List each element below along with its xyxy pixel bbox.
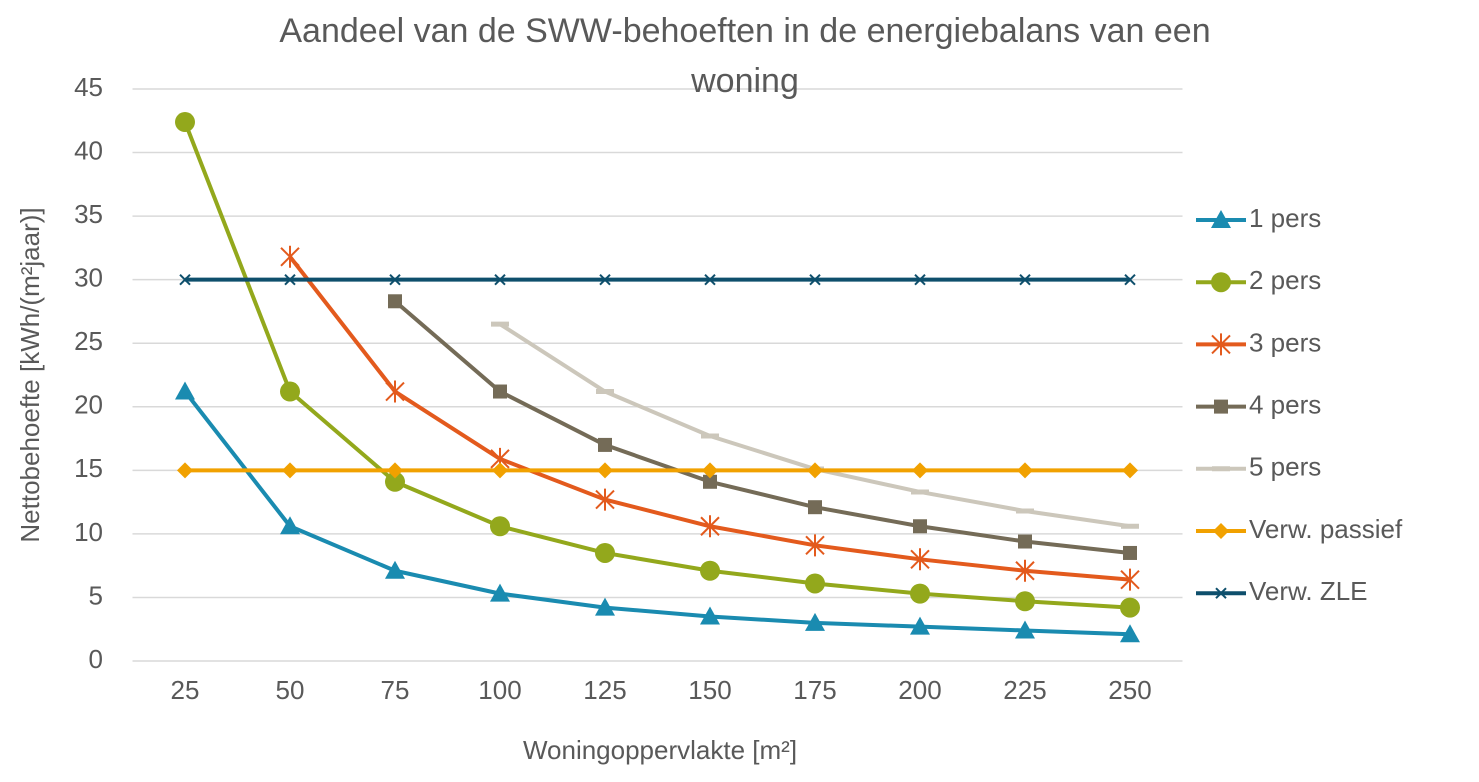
marker [703, 474, 717, 489]
legend-label: Verw. ZLE [1249, 576, 1368, 606]
y-tick-label: 20 [74, 390, 103, 420]
x-tick-label: 100 [478, 675, 521, 705]
y-tick-label: 15 [74, 453, 103, 483]
marker [595, 488, 615, 511]
marker [1120, 624, 1140, 643]
marker [282, 462, 298, 479]
marker [808, 500, 822, 515]
x-tick-label: 75 [381, 675, 410, 705]
y-tick-label: 35 [74, 199, 103, 229]
legend-label: 2 pers [1249, 265, 1321, 295]
marker [1120, 568, 1140, 591]
marker [914, 273, 926, 286]
marker [280, 516, 300, 535]
chart-title: Aandeel van de SWW-behoeften in de energ… [279, 12, 1211, 100]
x-tick-label: 225 [1003, 675, 1046, 705]
marker [599, 273, 611, 286]
legend-marker [1213, 523, 1229, 539]
x-tick-label: 125 [583, 675, 626, 705]
legend-marker [1215, 587, 1227, 599]
legend-marker [1211, 210, 1231, 228]
legend-label: 3 pers [1249, 327, 1321, 357]
marker [805, 573, 825, 594]
y-tick-label: 45 [74, 72, 103, 102]
series-line [183, 390, 1131, 637]
marker [700, 560, 720, 581]
marker [597, 462, 613, 479]
y-tick-label: 25 [74, 326, 103, 356]
marker [1015, 591, 1035, 612]
marker [704, 273, 716, 286]
marker [179, 273, 191, 286]
marker [387, 462, 403, 479]
series-line [183, 121, 1131, 610]
marker [595, 542, 615, 563]
marker [913, 519, 927, 534]
marker [175, 381, 195, 400]
x-tick-label: 50 [276, 675, 305, 705]
x-tick-label: 25 [171, 675, 200, 705]
marker [494, 273, 506, 286]
marker [1122, 462, 1138, 479]
marker [1019, 273, 1031, 286]
series-line [393, 299, 1131, 555]
marker [175, 112, 195, 133]
marker [598, 437, 612, 452]
marker [910, 583, 930, 604]
legend-label: 1 pers [1249, 203, 1321, 233]
marker [490, 583, 510, 602]
marker [389, 273, 401, 286]
x-tick-label: 250 [1108, 675, 1151, 705]
legend-label: 5 pers [1249, 452, 1321, 482]
legend-label: 4 pers [1249, 389, 1321, 419]
marker [493, 384, 507, 399]
y-axis-label: Nettobehoefte [kWh/(m²jaar)] [15, 207, 45, 542]
marker [702, 462, 718, 479]
marker [1015, 559, 1035, 582]
x-tick-label: 175 [793, 675, 836, 705]
marker [385, 471, 405, 492]
y-tick-label: 10 [74, 517, 103, 547]
marker [912, 462, 928, 479]
marker [385, 380, 405, 403]
x-tick-label: 200 [898, 675, 941, 705]
marker [807, 462, 823, 479]
marker [805, 534, 825, 557]
y-tick-label: 40 [74, 135, 103, 165]
marker [809, 273, 821, 286]
marker [385, 560, 405, 579]
marker [910, 548, 930, 571]
marker [490, 516, 510, 537]
marker [910, 616, 930, 635]
legend-marker [1214, 399, 1228, 414]
marker [1120, 597, 1140, 618]
y-tick-label: 5 [89, 580, 103, 610]
y-tick-label: 30 [74, 263, 103, 293]
marker [700, 515, 720, 538]
legend-marker [1211, 333, 1231, 356]
legend-label: Verw. passief [1249, 514, 1403, 544]
marker [388, 294, 402, 309]
marker [177, 462, 193, 479]
legend-marker [1211, 272, 1231, 293]
x-tick-label: 150 [688, 675, 731, 705]
marker [1018, 534, 1032, 549]
marker [280, 381, 300, 402]
marker [595, 597, 615, 616]
y-tick-label: 0 [89, 644, 103, 674]
marker [284, 273, 296, 286]
marker [1123, 545, 1137, 560]
marker [1124, 273, 1136, 286]
marker [805, 612, 825, 631]
marker [1015, 620, 1035, 639]
marker [280, 245, 300, 268]
marker [700, 606, 720, 625]
marker [492, 462, 508, 479]
marker [1017, 462, 1033, 479]
x-axis-label: Woningoppervlakte [m²] [523, 735, 797, 765]
